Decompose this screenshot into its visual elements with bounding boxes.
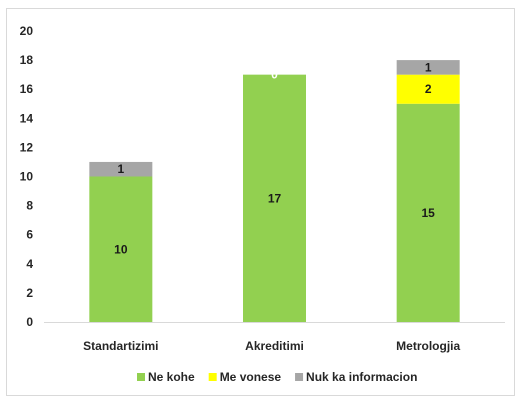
y-tick-label: 10	[20, 170, 34, 184]
y-tick-label: 20	[20, 24, 34, 38]
category-label: Akreditimi	[245, 339, 304, 353]
y-tick-label: 12	[20, 140, 34, 154]
legend-label: Ne kohe	[148, 370, 195, 384]
y-tick-label: 16	[20, 82, 34, 96]
data-label: 1	[425, 60, 432, 74]
data-label: 10	[114, 242, 128, 256]
data-label: 1	[117, 162, 124, 176]
legend-label: Nuk ka informacion	[306, 370, 417, 384]
data-label: 0	[271, 68, 278, 82]
y-tick-label: 14	[20, 111, 34, 125]
y-tick-label: 8	[26, 199, 33, 213]
data-label: 15	[421, 206, 435, 220]
y-tick-label: 6	[26, 228, 33, 242]
y-tick-label: 4	[26, 257, 33, 271]
legend-label: Me vonese	[220, 370, 282, 384]
y-tick-label: 0	[26, 315, 33, 329]
data-label: 2	[425, 82, 432, 96]
data-label: 17	[268, 191, 282, 205]
category-label: Metrologjia	[396, 339, 460, 353]
y-tick-label: 2	[26, 286, 33, 300]
legend-swatch	[137, 373, 145, 381]
legend-swatch	[295, 373, 303, 381]
y-tick-label: 18	[20, 53, 34, 67]
legend-swatch	[209, 373, 217, 381]
category-label: Standartizimi	[83, 339, 158, 353]
